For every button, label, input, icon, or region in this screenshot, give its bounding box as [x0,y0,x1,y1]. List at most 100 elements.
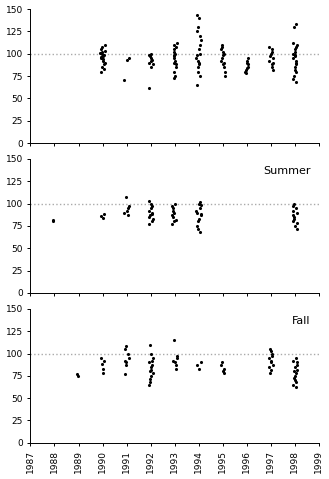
Point [74,370,80,378]
Point [171,54,176,62]
Point [149,54,154,62]
Point [98,49,103,57]
Point [219,43,225,50]
Point [171,48,177,56]
Point [149,366,154,374]
Point [196,365,202,373]
Point [172,53,177,60]
Point [172,72,177,80]
Point [172,46,177,53]
Point [291,367,296,375]
Point [102,59,108,67]
Point [51,216,56,224]
Point [244,64,249,72]
Point [221,365,227,373]
Point [294,43,299,50]
Point [172,200,177,207]
Point [98,212,104,220]
Point [173,43,178,50]
Point [100,43,105,50]
Point [147,341,152,348]
Point [294,361,299,369]
Point [222,68,228,75]
Point [245,54,251,62]
Point [195,209,200,217]
Point [290,207,295,215]
Point [293,63,298,71]
Point [194,54,199,62]
Point [194,28,199,35]
Point [170,203,175,210]
Point [174,63,179,71]
Point [293,46,298,53]
Point [196,215,202,223]
Point [292,53,297,60]
Point [221,367,226,375]
Point [147,84,152,91]
Point [196,59,201,67]
Point [293,204,298,212]
Point [146,59,152,67]
Point [294,366,299,374]
Point [293,354,298,362]
Point [172,336,177,344]
Point [99,54,104,61]
Point [149,361,155,369]
Point [126,54,131,62]
Point [146,213,152,221]
Point [219,54,224,62]
Point [196,63,201,71]
Point [220,52,225,59]
Point [266,354,272,362]
Point [147,367,153,375]
Point [101,210,107,218]
Point [149,210,154,218]
Point [270,54,275,62]
Point [292,52,297,59]
Point [195,11,200,19]
Point [100,365,105,373]
Point [123,359,129,366]
Point [173,359,178,366]
Point [196,225,201,232]
Text: Fall: Fall [292,316,310,326]
Point [150,209,155,217]
Point [196,14,202,22]
Point [242,68,248,75]
Point [170,207,175,215]
Point [294,59,299,67]
Point [126,354,131,362]
Point [122,77,127,84]
Point [172,41,177,48]
Point [269,347,274,354]
Point [290,75,295,82]
Point [173,365,178,373]
Point [269,353,274,360]
Point [294,68,299,75]
Point [171,52,177,59]
Point [147,375,152,382]
Point [198,204,203,212]
Text: Summer: Summer [263,166,310,176]
Point [122,345,127,353]
Point [266,43,272,50]
Point [270,60,275,68]
Point [197,72,203,80]
Point [294,378,299,386]
Point [268,357,273,365]
Point [292,363,297,371]
Point [293,60,299,68]
Point [98,68,103,75]
Point [198,359,204,366]
Point [146,207,152,215]
Point [148,372,153,380]
Point [198,211,204,219]
Point [268,50,273,57]
Point [173,60,179,68]
Point [291,374,296,381]
Point [170,204,176,212]
Point [126,350,131,357]
Point [293,222,298,230]
Point [244,66,249,74]
Point [98,354,104,362]
